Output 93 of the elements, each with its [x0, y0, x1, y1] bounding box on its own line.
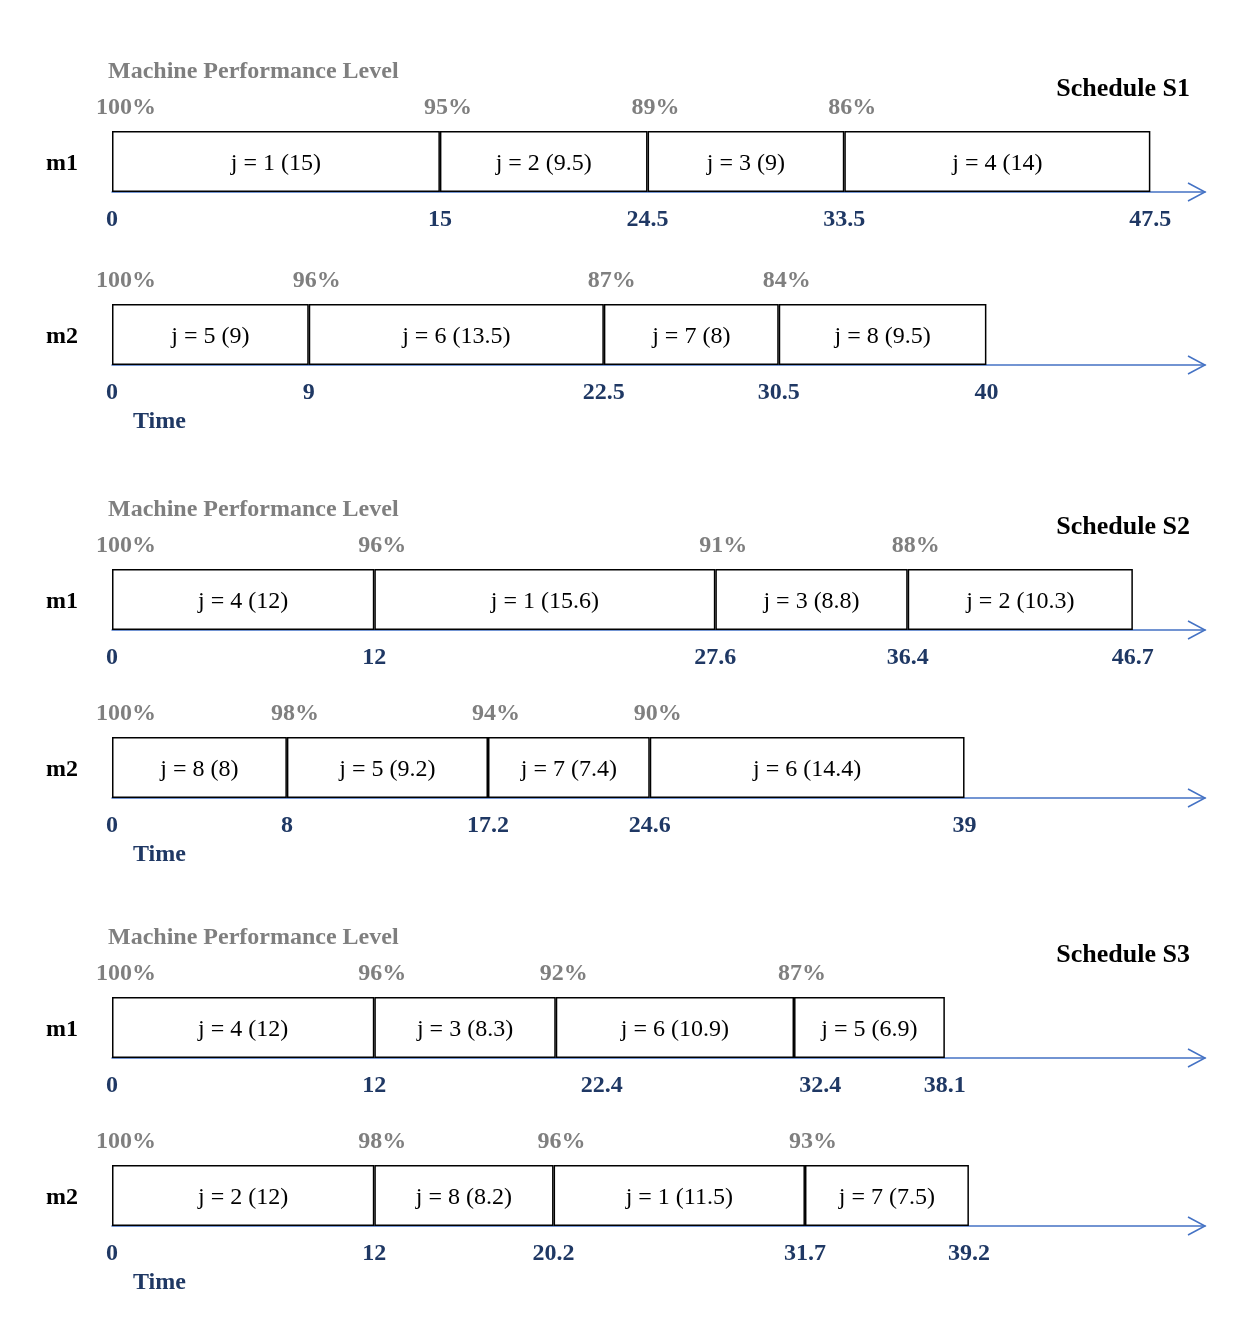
annotation: 87% — [587, 266, 636, 292]
x-tick-label: 36.4 — [886, 643, 929, 669]
x-tick-label: 39 — [952, 811, 977, 837]
annotation: 100% — [96, 531, 156, 557]
annotation: 100% — [96, 266, 156, 292]
x-tick-label: 27.6 — [694, 643, 737, 669]
chart-subtitle: Schedule S3 — [1056, 938, 1191, 968]
annotation: 90% — [633, 699, 682, 725]
x-tick-label: 32.4 — [799, 1071, 842, 1097]
data-label: j = 7 (7.4) — [519, 754, 617, 781]
data-label: j = 3 (9) — [705, 148, 786, 175]
x-tick-label: 38.1 — [923, 1071, 966, 1097]
x-tick-label: 12 — [362, 1071, 387, 1097]
data-label: j = 4 (14) — [951, 148, 1043, 175]
data-label: j = 2 (9.5) — [494, 148, 592, 175]
data-label: j = 5 (9) — [170, 321, 250, 348]
x-tick-label: 22.5 — [582, 378, 625, 404]
annotation: 100% — [96, 93, 156, 119]
data-label: j = 6 (14.4) — [752, 754, 862, 781]
annotation: 100% — [96, 699, 156, 725]
annotation: 87% — [778, 959, 827, 985]
x-tick-label: 20.2 — [532, 1239, 575, 1265]
annotation: 96% — [358, 531, 407, 557]
x-tick-label: 46.7 — [1111, 643, 1154, 669]
annotation: 96% — [358, 959, 407, 985]
annotation: 89% — [631, 93, 680, 119]
data-label: j = 5 (9.2) — [338, 754, 436, 781]
y-tick-label: m2 — [46, 1182, 78, 1209]
data-label: j = 1 (15) — [229, 148, 322, 175]
data-label: j = 1 (15.6) — [489, 586, 599, 613]
annotation: 93% — [788, 1127, 837, 1153]
x-tick-label: 0 — [106, 1071, 118, 1097]
x-tick-label: 0 — [106, 205, 118, 231]
x-tick-label: 0 — [106, 378, 118, 404]
x-axis-title: Time — [133, 840, 187, 866]
annotation: 96% — [537, 1127, 586, 1153]
x-tick-label: 0 — [106, 811, 118, 837]
y-tick-label: m1 — [46, 1014, 78, 1041]
chart-title: Machine Performance Level — [108, 923, 399, 949]
x-tick-label: 8 — [280, 811, 293, 837]
data-label: j = 3 (8.8) — [762, 586, 860, 613]
chart-subtitle: Schedule S2 — [1056, 510, 1191, 540]
chart-title: Machine Performance Level — [108, 495, 399, 521]
x-tick-label: 15 — [427, 205, 452, 231]
x-tick-label: 47.5 — [1129, 205, 1172, 231]
x-tick-label: 12 — [362, 1239, 387, 1265]
data-label: j = 8 (8) — [159, 754, 239, 781]
data-label: j = 2 (12) — [197, 1182, 289, 1209]
x-tick-label: 31.7 — [783, 1239, 826, 1265]
annotation: 88% — [891, 531, 940, 557]
data-label: j = 5 (6.9) — [820, 1014, 918, 1041]
annotation: 100% — [96, 959, 156, 985]
y-tick-label: m1 — [46, 148, 78, 175]
chart-subtitle: Schedule S1 — [1056, 72, 1191, 102]
annotation: 100% — [96, 1127, 156, 1153]
data-label: j = 4 (12) — [197, 1014, 289, 1041]
annotation: 84% — [762, 266, 811, 292]
x-tick-label: 22.4 — [580, 1071, 623, 1097]
x-tick-label: 39.2 — [947, 1239, 990, 1265]
data-label: j = 8 (9.5) — [833, 321, 931, 348]
annotation: 98% — [358, 1127, 407, 1153]
annotation: 95% — [423, 93, 472, 119]
y-tick-label: m1 — [46, 586, 78, 613]
data-label: j = 6 (13.5) — [401, 321, 511, 348]
chart-title: Machine Performance Level — [108, 57, 399, 83]
annotation: 96% — [292, 266, 341, 292]
data-label: j = 2 (10.3) — [965, 586, 1075, 613]
x-tick-label: 0 — [106, 1239, 118, 1265]
x-axis-title: Time — [133, 407, 187, 433]
data-label: j = 1 (11.5) — [624, 1182, 733, 1209]
annotation: 92% — [539, 959, 588, 985]
x-tick-label: 17.2 — [466, 811, 509, 837]
data-label: j = 4 (12) — [197, 586, 289, 613]
annotation: 94% — [471, 699, 520, 725]
data-label: j = 7 (7.5) — [837, 1182, 936, 1209]
y-tick-label: m2 — [46, 321, 78, 348]
annotation: 86% — [828, 93, 877, 119]
data-label: j = 3 (8.3) — [415, 1014, 514, 1041]
x-tick-label: 0 — [106, 643, 118, 669]
annotation: 91% — [699, 531, 748, 557]
x-tick-label: 40 — [974, 378, 999, 404]
x-tick-label: 12 — [362, 643, 387, 669]
data-label: j = 6 (10.9) — [619, 1014, 729, 1041]
x-tick-label: 9 — [302, 378, 315, 404]
data-label: j = 7 (8) — [651, 321, 731, 348]
data-label: j = 8 (8.2) — [414, 1182, 513, 1209]
y-tick-label: m2 — [46, 754, 78, 781]
x-tick-label: 24.5 — [626, 205, 669, 231]
x-tick-label: 33.5 — [823, 205, 866, 231]
annotation: 98% — [270, 699, 319, 725]
x-axis-title: Time — [133, 1268, 187, 1294]
x-tick-label: 24.6 — [628, 811, 671, 837]
x-tick-label: 30.5 — [757, 378, 800, 404]
